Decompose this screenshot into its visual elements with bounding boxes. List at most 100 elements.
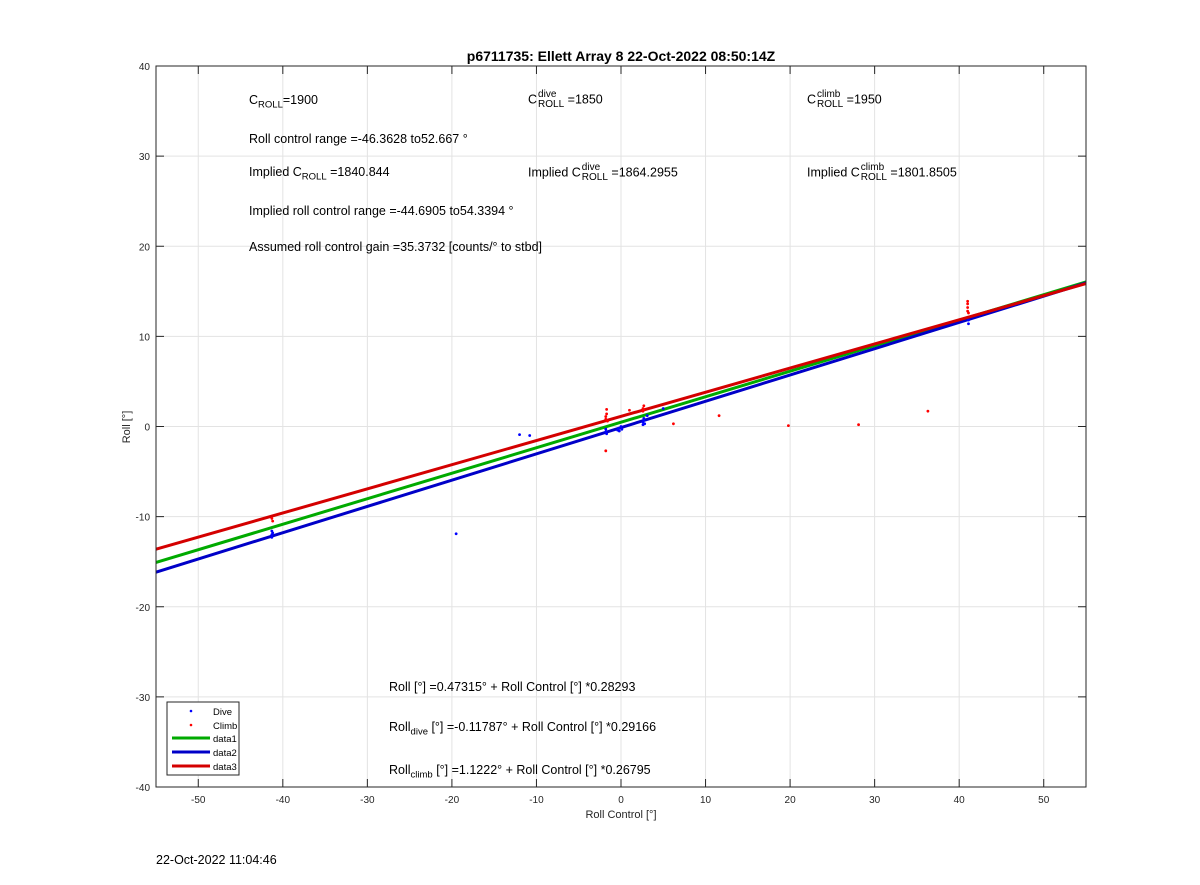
equation-dive: Rolldive [°] =-0.11787° + Roll Control […: [389, 720, 656, 738]
point-climb: [967, 311, 970, 315]
x-tick-label: 50: [1038, 795, 1050, 806]
point-climb: [605, 407, 609, 411]
c-climb-sub: ROLL: [817, 99, 844, 110]
c-climb-sup: climb: [817, 89, 841, 100]
x-tick-label: -10: [529, 795, 544, 806]
y-tick-label: 40: [139, 62, 151, 73]
implied-climb-prefix: Implied C: [807, 165, 860, 180]
point-dive: [967, 322, 970, 326]
x-tick-label: 30: [869, 795, 881, 806]
point-dive: [454, 532, 458, 536]
point-dive: [645, 414, 649, 418]
implied-dive-sup: dive: [581, 162, 601, 173]
c-dive-value: =1850: [567, 92, 603, 107]
point-dive: [518, 433, 521, 437]
point-dive: [643, 422, 647, 426]
point-climb: [604, 417, 608, 421]
y-tick-label: 0: [144, 423, 150, 434]
legend-label-data2: data2: [213, 748, 237, 759]
point-climb: [926, 409, 930, 413]
c-climb-letter: C: [807, 92, 817, 107]
legend: Dive Climb data1 data2 data3: [166, 701, 240, 776]
point-dive: [271, 531, 275, 535]
y-tick-label: -40: [136, 783, 151, 794]
point-dive: [642, 416, 646, 420]
x-tick-label: 40: [954, 795, 966, 806]
implied-climb-sup: climb: [860, 162, 885, 173]
point-climb: [966, 306, 970, 309]
point-dive: [661, 407, 665, 410]
point-dive: [617, 426, 620, 430]
implied-dive-prefix: Implied C: [528, 165, 581, 180]
legend-marker-dive: [189, 709, 193, 713]
eq-climb-prefix: Roll: [389, 763, 411, 777]
point-dive: [967, 318, 970, 322]
point-dive: [604, 427, 608, 431]
point-climb: [604, 449, 608, 453]
equation-all: Roll [°] =0.47315° + Roll Control [°] *0…: [389, 680, 636, 694]
point-climb: [628, 408, 631, 412]
point-dive: [617, 429, 621, 433]
implied-dive-value: =1864.2955: [611, 165, 678, 180]
series-layer: [155, 280, 1087, 574]
c-dive-sub: ROLL: [538, 99, 565, 110]
roll-range-annotation: Roll control range =-46.3628 to52.667 °: [249, 132, 468, 146]
legend-label-data1: data1: [213, 734, 237, 745]
point-dive: [620, 427, 624, 431]
c-roll-value: =1900: [282, 93, 318, 107]
point-climb: [966, 299, 970, 303]
x-tick-label: -30: [360, 795, 375, 806]
point-climb: [271, 519, 275, 523]
c-roll-annotation: CROLL=1900: [249, 93, 318, 111]
point-dive: [270, 535, 274, 539]
point-climb: [604, 415, 608, 418]
point-climb: [642, 407, 646, 411]
point-climb: [606, 419, 609, 423]
point-climb: [605, 412, 609, 416]
point-climb: [717, 414, 721, 418]
c-dive-sup: dive: [538, 89, 557, 100]
y-tick-label: -30: [136, 693, 151, 704]
fit-line-data3: [155, 282, 1087, 551]
c-climb-value: =1950: [846, 92, 882, 107]
point-climb: [270, 517, 274, 520]
y-tick-label: -10: [136, 513, 151, 524]
legend-marker-climb: [189, 723, 193, 727]
y-tick-label: 30: [139, 152, 151, 163]
eq-climb-rest: [°] =1.1222° + Roll Control [°] *0.26795: [432, 763, 651, 777]
point-climb: [642, 404, 646, 408]
x-tick-label: -40: [276, 795, 291, 806]
point-climb: [857, 423, 860, 427]
footer-timestamp: 22-Oct-2022 11:04:46: [156, 853, 277, 867]
implied-sub: ROLL: [301, 171, 327, 183]
chart-title: p6711735: Ellett Array 8 22-Oct-2022 08:…: [467, 48, 776, 64]
point-climb: [672, 422, 675, 426]
implied-value: =1840.844: [330, 165, 390, 179]
x-axis-label: Roll Control [°]: [585, 809, 656, 821]
implied-climb-sub: ROLL: [860, 172, 887, 183]
y-tick-label: 10: [139, 332, 151, 343]
legend-label-dive: Dive: [213, 707, 232, 718]
legend-label-data3: data3: [213, 762, 237, 773]
x-tick-label: 20: [785, 795, 797, 806]
point-climb: [787, 424, 790, 427]
y-axis-label: Roll [°]: [121, 411, 133, 444]
eq-dive-sub: dive: [410, 726, 428, 738]
implied-c-roll-annotation: Implied CROLL =1840.844: [249, 165, 390, 183]
implied-range-annotation: Implied roll control range =-44.6905 to5…: [249, 204, 514, 218]
axis-ticks: -50 -40 -30 -20 -10 0 10 20 30 40 50 -40 -30 -20 -10 0 1…: [136, 62, 1086, 806]
eq-dive-rest: [°] =-0.11787° + Roll Control [°] *0.291…: [427, 720, 657, 734]
c-dive-letter: C: [528, 92, 538, 107]
eq-dive-prefix: Roll: [389, 720, 411, 734]
c-roll-letter: C: [249, 93, 259, 107]
equation-climb: Rollclimb [°] =1.1222° + Roll Control [°…: [389, 763, 651, 781]
c-roll-sub: ROLL: [258, 99, 283, 111]
implied-climb-value: =1801.8505: [890, 165, 957, 180]
point-climb: [966, 302, 970, 306]
point-dive: [619, 425, 623, 428]
